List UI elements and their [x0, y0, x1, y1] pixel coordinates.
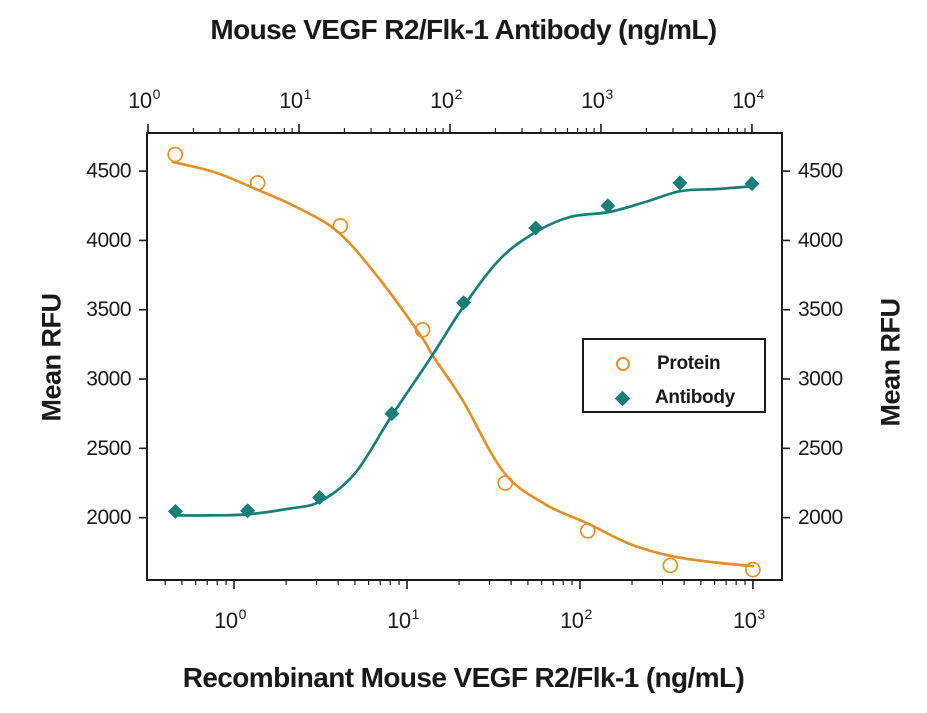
antibody-data-point: [672, 175, 688, 191]
antibody-data-point: [384, 406, 400, 422]
legend-item-protein: Protein: [584, 353, 764, 375]
bottom-axis-title: Recombinant Mouse VEGF R2/Flk-1 (ng/mL): [182, 662, 745, 693]
top-tick-label: 104: [732, 86, 764, 113]
top-axis-title: Mouse VEGF R2/Flk-1 Antibody (ng/mL): [210, 14, 717, 45]
bottom-axis-ticks: [164, 580, 754, 589]
y-tick-label-left: 3000: [86, 368, 131, 391]
top-tick-label: 102: [430, 86, 462, 113]
top-axis-ticks: [147, 124, 753, 133]
bottom-tick-label: 100: [214, 606, 246, 633]
legend-protein-label: Protein: [657, 353, 721, 374]
protein-open-circle-icon: [616, 357, 630, 371]
protein-data-point: [249, 175, 266, 191]
y-tick-label-right: 4500: [798, 160, 843, 183]
antibody-data-point: [312, 490, 328, 506]
legend-item-antibody: Antibody: [584, 387, 764, 409]
y-tick-label-left: 2500: [86, 437, 131, 460]
y-tick-label-left: 3500: [86, 298, 131, 321]
antibody-data-point: [240, 503, 256, 519]
protein-data-point: [414, 321, 431, 338]
antibody-data-point: [744, 176, 760, 192]
y-tick-label-right: 2500: [798, 437, 843, 460]
antibody-diamond-icon: [614, 390, 631, 406]
top-tick-label: 103: [581, 86, 613, 113]
protein-points: [167, 146, 761, 578]
protein-data-point: [662, 557, 679, 574]
y-axis-tick-labels: 2000 2000 2500 2500 3000 3000 3500 3500 4000 4000…: [86, 160, 843, 530]
protein-data-point: [167, 146, 184, 163]
y-axis-ticks: [139, 170, 790, 519]
top-tick-label: 101: [279, 86, 311, 113]
y-tick-label-right: 3000: [798, 368, 843, 391]
protein-data-point: [745, 561, 761, 578]
legend: Protein Antibody: [582, 338, 766, 413]
protein-curve: [171, 160, 755, 568]
antibody-data-point: [167, 503, 183, 519]
y-tick-label-left: 2000: [86, 506, 131, 529]
y-tick-label-right: 2000: [798, 506, 843, 529]
y-tick-label-left: 4500: [86, 160, 131, 183]
protein-data-point: [332, 218, 349, 234]
y-tick-label-right: 4000: [798, 229, 843, 252]
y-tick-label-right: 3500: [798, 298, 843, 321]
antibody-data-point: [600, 198, 616, 214]
bottom-axis-tick-labels: 100 101 102 103: [214, 606, 766, 633]
y-tick-label-left: 4000: [86, 229, 131, 252]
antibody-data-point: [528, 220, 544, 236]
antibody-data-point: [456, 295, 472, 311]
legend-antibody-label: Antibody: [655, 387, 735, 408]
protein-data-point: [579, 522, 596, 539]
protein-data-point: [497, 475, 514, 491]
bottom-tick-label: 101: [387, 606, 419, 633]
antibody-points: [167, 175, 760, 519]
bottom-tick-label: 103: [733, 606, 765, 633]
bottom-tick-label: 102: [560, 606, 592, 633]
top-axis-tick-labels: 100 101 102 103 104: [128, 86, 765, 113]
top-tick-label: 100: [128, 86, 160, 113]
plot-border: [146, 132, 783, 581]
